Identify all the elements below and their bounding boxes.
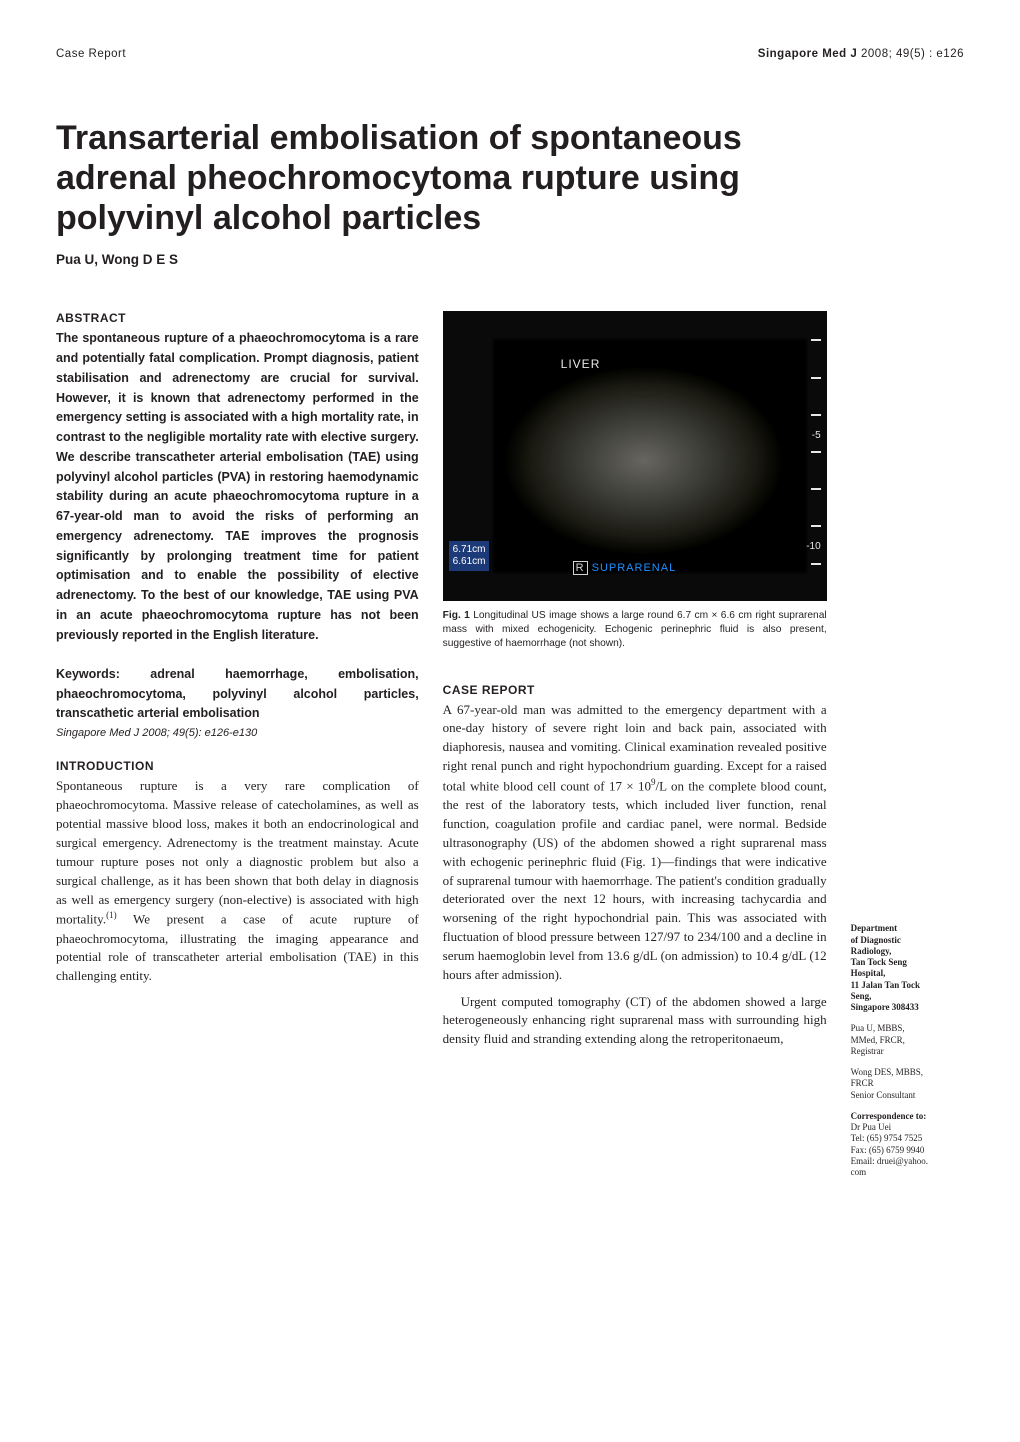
abstract-heading: ABSTRACT <box>56 311 419 325</box>
intro-heading: INTRODUCTION <box>56 759 419 773</box>
affil-l7: Singapore 308433 <box>851 1002 964 1013</box>
affiliation: Department of Diagnostic Radiology, Tan … <box>851 923 964 1013</box>
a1-l0: Pua U, MBBS, <box>851 1023 964 1034</box>
corr-l1: Tel: (65) 9754 7525 <box>851 1133 964 1144</box>
middle-column: LIVER 6.71cm 6.61cm R SUPRARENAL -5 -10 <box>443 311 827 1178</box>
correspondence-heading: Correspondence to: <box>851 1111 964 1122</box>
author-2-details: Wong DES, MBBS, FRCR Senior Consultant <box>851 1067 964 1101</box>
depth-tick-5: -5 <box>812 430 821 441</box>
intro-citation-sup: (1) <box>106 910 117 920</box>
affil-l0: Department <box>851 923 964 934</box>
intro-text-a: Spontaneous rupture is a very rare compl… <box>56 778 419 926</box>
ultrasound-image: LIVER 6.71cm 6.61cm R SUPRARENAL -5 -10 <box>443 311 827 601</box>
affil-l5: 11 Jalan Tan Tock <box>851 980 964 991</box>
affil-l3: Tan Tock Seng <box>851 957 964 968</box>
a2-l2: Senior Consultant <box>851 1090 964 1101</box>
figure-1: LIVER 6.71cm 6.61cm R SUPRARENAL -5 -10 <box>443 311 827 601</box>
affil-l6: Seng, <box>851 991 964 1002</box>
article-authors: Pua U, Wong D E S <box>56 252 964 267</box>
intro-text-b: We present a case of acute rupture of ph… <box>56 912 419 984</box>
affil-l2: Radiology, <box>851 946 964 957</box>
author-1-details: Pua U, MBBS, MMed, FRCR, Registrar <box>851 1023 964 1057</box>
left-column: ABSTRACT The spontaneous rupture of a ph… <box>56 311 419 1178</box>
figure-caption-text: Longitudinal US image shows a large roun… <box>443 610 827 649</box>
journal-issue: 2008; 49(5) : e126 <box>857 48 964 60</box>
figure-1-caption: Fig. 1 Longitudinal US image shows a lar… <box>443 609 827 650</box>
abstract-text: The spontaneous rupture of a phaeochromo… <box>56 329 419 645</box>
suprarenal-label: R SUPRARENAL <box>573 561 677 575</box>
casereport-heading: CASE REPORT <box>443 683 827 697</box>
casereport-para2: Urgent computed tomography (CT) of the a… <box>443 993 827 1050</box>
measure-2: 6.61cm <box>453 556 486 568</box>
affil-l4: Hospital, <box>851 968 964 979</box>
a2-l0: Wong DES, MBBS, <box>851 1067 964 1078</box>
depth-tick-10: -10 <box>806 541 820 552</box>
cr-p1-b: /L on the complete blood count, the rest… <box>443 778 827 981</box>
header-journal: Singapore Med J 2008; 49(5) : e126 <box>758 48 964 60</box>
header-section: Case Report <box>56 48 126 60</box>
running-header: Case Report Singapore Med J 2008; 49(5) … <box>56 48 964 60</box>
r-marker: R <box>573 561 588 575</box>
corr-l0: Dr Pua Uei <box>851 1122 964 1133</box>
corr-l2: Fax: (65) 6759 9940 <box>851 1145 964 1156</box>
intro-paragraph: Spontaneous rupture is a very rare compl… <box>56 777 419 986</box>
liver-label: LIVER <box>561 357 601 371</box>
a2-l1: FRCR <box>851 1078 964 1089</box>
journal-name: Singapore Med J <box>758 48 858 60</box>
measure-1: 6.71cm <box>453 544 486 556</box>
figure-number: Fig. 1 <box>443 610 470 621</box>
corr-l4: com <box>851 1167 964 1178</box>
affil-l1: of Diagnostic <box>851 935 964 946</box>
corr-l3: Email: druei@yahoo. <box>851 1156 964 1167</box>
keywords: Keywords: adrenal haemorrhage, embolisat… <box>56 665 419 723</box>
casereport-para1: A 67-year-old man was admitted to the em… <box>443 701 827 985</box>
sidebar: Department of Diagnostic Radiology, Tan … <box>851 311 964 1178</box>
a1-l1: MMed, FRCR, <box>851 1035 964 1046</box>
citation-line: Singapore Med J 2008; 49(5): e126-e130 <box>56 727 419 739</box>
depth-scale: -5 -10 <box>807 323 821 589</box>
article-title: Transarterial embolisation of spontaneou… <box>56 118 776 238</box>
content-columns: ABSTRACT The spontaneous rupture of a ph… <box>56 311 964 1178</box>
ultrasound-cone <box>493 339 807 573</box>
suprarenal-text: SUPRARENAL <box>592 562 677 574</box>
a1-l2: Registrar <box>851 1046 964 1057</box>
measurement-box: 6.71cm 6.61cm <box>449 541 490 571</box>
